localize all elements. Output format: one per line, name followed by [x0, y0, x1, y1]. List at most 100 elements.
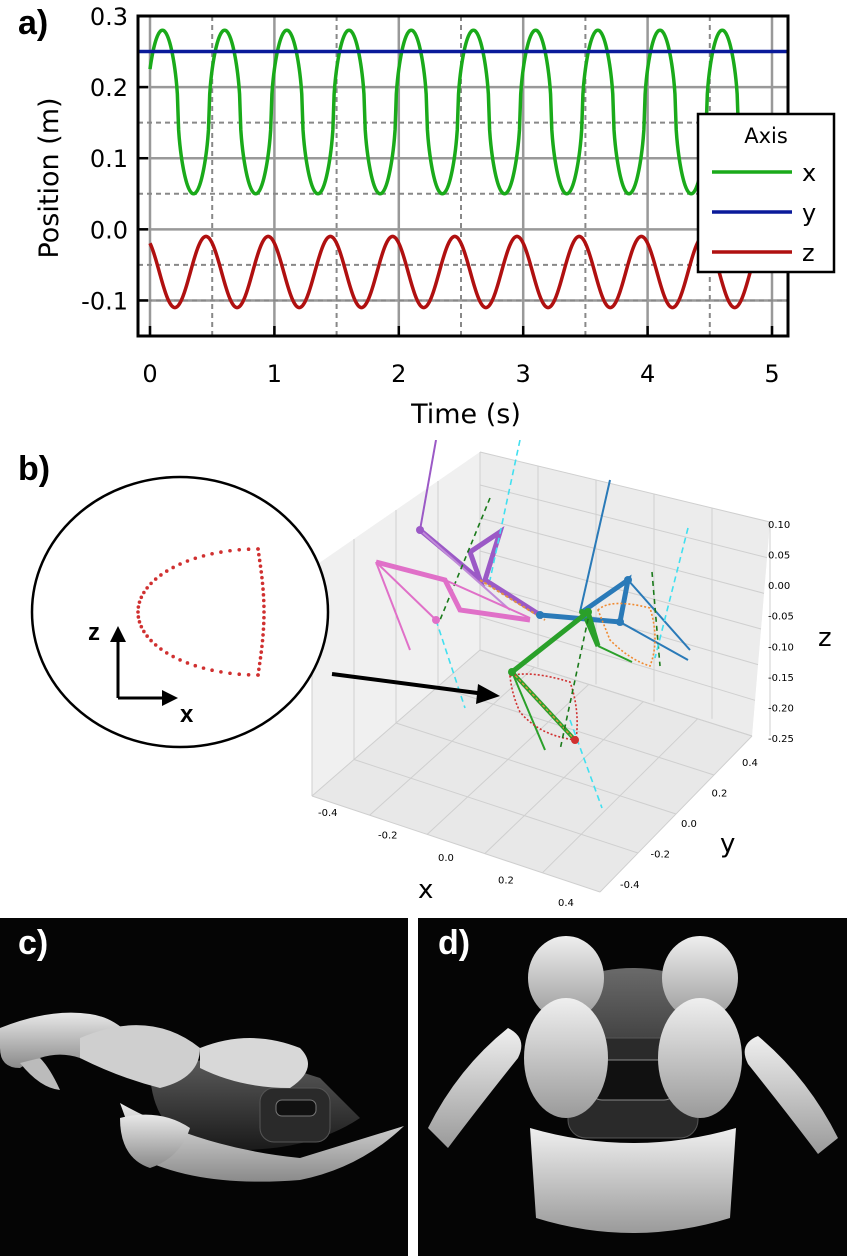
x-tick-label: 2 [391, 360, 406, 388]
trajectory-point [201, 554, 206, 558]
trajectory-point [260, 575, 264, 580]
trajectory-point [257, 552, 261, 557]
x-tick-label: -0.4 [318, 808, 338, 819]
trajectory-point [164, 569, 169, 573]
trajectory-point [261, 587, 265, 591]
inset-axis-z: z [88, 619, 100, 646]
inset-ellipse [30, 475, 330, 749]
z-ticks: 0.10 0.05 0.00 -0.05 -0.10 -0.15 -0.20 -0.25 [768, 520, 794, 745]
y-tick-label: 0.0 [681, 819, 697, 830]
trajectory-point [149, 638, 153, 643]
panel-label-d: d) [438, 924, 471, 962]
trajectory-point [136, 605, 141, 609]
x-axis-label: x [418, 875, 433, 905]
trajectory-point [228, 548, 232, 553]
trajectory-point [262, 610, 266, 614]
trajectory-point [142, 629, 146, 634]
trajectory-point [153, 643, 158, 647]
trajectory-point [171, 565, 175, 570]
grid-line [479, 484, 768, 559]
trajectory-point [145, 634, 149, 638]
x-tick-label: 4 [640, 360, 655, 388]
y-tick-label: 0.2 [90, 74, 128, 102]
zoom-arrow [331, 672, 500, 704]
legend-label-z: z [802, 239, 815, 267]
trajectory-point [210, 668, 214, 673]
position-chart: 0 1 2 3 4 5 0.3 0.2 0.1 0.0 -0.1 Time (s) Positio… [34, 3, 836, 430]
grid-line [479, 550, 762, 630]
floor-pane [312, 650, 752, 892]
leg-rear-left [375, 559, 531, 709]
trajectory-point [193, 663, 198, 668]
y-tick-label: 0.1 [90, 145, 128, 173]
robot-render-side-view: c) [0, 918, 408, 1256]
trajectory-point [210, 551, 214, 556]
trajectory-point [145, 586, 149, 590]
trajectory-point [257, 667, 261, 672]
legend-label-y: y [802, 199, 816, 227]
trajectory-point [261, 621, 266, 626]
y-tick-label: 0.0 [90, 216, 128, 244]
z-tick-label: -0.10 [768, 642, 794, 653]
legend-box [696, 112, 836, 274]
trajectory-point [237, 672, 242, 677]
legend: Axis x y z [696, 112, 836, 274]
y-ticks: 0.3 0.2 0.1 0.0 -0.1 [81, 3, 148, 315]
grid-line [479, 517, 765, 594]
trajectory-point [185, 559, 190, 563]
trajectory-point [256, 547, 260, 551]
trajectory-point [171, 654, 175, 659]
y-axis-label: y [720, 829, 735, 859]
z-tick-label: -0.05 [768, 612, 794, 623]
trajectory-point [178, 658, 182, 662]
y-tick-label: 0.3 [90, 3, 128, 31]
trajectory-point [261, 598, 266, 603]
trajectory-point [153, 577, 158, 581]
z-tick-label: 0.00 [768, 581, 790, 592]
x-tick-label: 5 [764, 360, 779, 388]
leg-rear-right [509, 607, 633, 809]
y-tick-label: -0.1 [81, 287, 128, 315]
series-x-line [148, 28, 769, 196]
trajectory-point [219, 670, 223, 674]
trajectory-point [178, 562, 182, 566]
trajectory-point [159, 573, 163, 577]
robot-render-front-view: d) [418, 918, 847, 1256]
trajectory-point [257, 558, 262, 563]
joints [416, 526, 632, 744]
trajectory-point [237, 547, 242, 552]
leg-trajectory-3d-plot: 0.10 0.05 0.00 -0.05 -0.10 -0.15 -0.20 -0.25 0.… [30, 440, 832, 909]
y-ticks: 0.4 0.2 0.0 -0.2 -0.4 [620, 758, 758, 891]
x-tick-label: 3 [516, 360, 531, 388]
robot-illustration-side [0, 1012, 404, 1182]
trajectory-point [258, 656, 263, 660]
leg-front-left [418, 440, 546, 621]
z-tick-label: 0.05 [768, 551, 790, 562]
grid-line [479, 616, 756, 701]
x-ticks: 0 1 2 3 4 5 [142, 326, 780, 388]
z-axis-label: z [818, 623, 832, 653]
x-tick-label: 0.4 [558, 898, 574, 909]
z-tick-label: -0.20 [768, 703, 794, 714]
x-ticks: -0.4 -0.2 0.0 0.2 0.4 [318, 808, 574, 909]
trajectory-point [139, 595, 144, 600]
grid-line [353, 759, 639, 854]
trajectory-point [137, 600, 142, 604]
x-tick-label: 0 [142, 360, 157, 388]
z-tick-label: -0.25 [768, 734, 794, 745]
panel-label-b: b) [18, 450, 51, 488]
inset-foot-trajectory [136, 547, 266, 677]
inset-axes: z x [88, 619, 194, 728]
trajectory-point [260, 581, 265, 586]
y-axis-label: Position (m) [34, 97, 65, 258]
trajectory-point [246, 673, 251, 677]
trajectory-point [258, 564, 263, 568]
x-tick-label: -0.2 [378, 831, 398, 842]
trajectory-point [136, 615, 141, 619]
trajectory-point [256, 673, 260, 677]
panel-label-c: c) [18, 924, 49, 962]
x-tick-label: 1 [267, 360, 282, 388]
trajectory-point [185, 661, 190, 665]
trajectory-point [257, 661, 262, 666]
panel-label-a: a) [18, 4, 49, 42]
